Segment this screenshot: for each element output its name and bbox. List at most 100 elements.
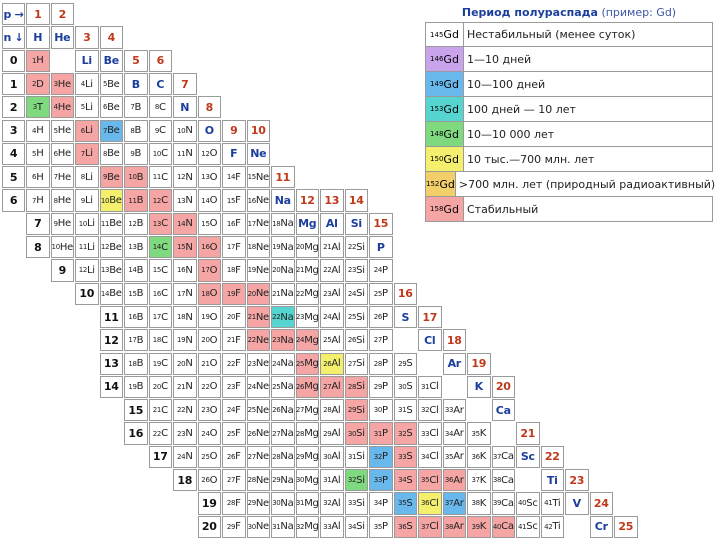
element-symbol: B xyxy=(134,101,142,113)
element-symbol: P xyxy=(382,264,388,276)
isotope-cell: 38 Ca xyxy=(491,469,515,492)
element-symbol: Al xyxy=(331,241,341,253)
element-symbol: B xyxy=(134,125,142,137)
element-symbol: Ar xyxy=(453,521,464,533)
isotope-cell: 24 Na xyxy=(271,352,295,375)
element-symbol: Gd xyxy=(443,28,459,41)
isotope-cell: 15 B xyxy=(124,282,148,305)
isotope-cell: 21 F xyxy=(222,329,246,352)
element-symbol: C xyxy=(161,148,168,160)
element-symbol: K xyxy=(479,428,487,440)
isotope-cell: 27 P xyxy=(369,329,393,352)
isotope-cell: 16 O xyxy=(197,236,221,259)
element-symbol: F xyxy=(235,264,241,276)
element-symbol: Al xyxy=(331,358,341,370)
isotope-cell: 6 Li xyxy=(75,119,99,142)
proton-header: 11 xyxy=(271,166,295,189)
isotope-cell: 32 Mg xyxy=(295,515,319,538)
isotope-cell: 19 F xyxy=(222,282,246,305)
isotope-cell: 37 Ca xyxy=(491,445,515,468)
isotope-cell: 21 Al xyxy=(320,236,344,259)
element-symbol: P xyxy=(382,404,388,416)
isotope-cell: 29 F xyxy=(222,515,246,538)
element-symbol: He xyxy=(57,171,71,183)
legend-title-row: Период полураспада (пример: Gd) xyxy=(425,4,713,22)
element-symbol: Al xyxy=(331,428,341,440)
isotope-cell: 35 Cl xyxy=(418,469,442,492)
neutron-label: 3 xyxy=(2,119,25,142)
element-symbol: Mg xyxy=(304,404,319,416)
element-symbol: O xyxy=(209,171,218,183)
proton-header: 10 xyxy=(246,119,270,142)
element-symbol: Li xyxy=(84,125,93,137)
element-symbol: Ca xyxy=(501,451,514,463)
isotope-cell: 23 F xyxy=(222,375,246,399)
isotope-cell: 28 Si xyxy=(344,375,368,399)
neutron-label: 1 xyxy=(2,72,25,96)
proton-header: 21 xyxy=(516,422,540,445)
element-symbol: H xyxy=(36,55,44,67)
element-symbol: N xyxy=(185,381,193,393)
proton-header: 22 xyxy=(540,445,564,468)
element-symbol: Mg xyxy=(304,428,319,440)
proton-header: 1 xyxy=(26,3,50,26)
isotope-cell: 19 B xyxy=(124,375,148,399)
element-symbol: He xyxy=(57,125,71,137)
element-header: Cr xyxy=(589,515,613,538)
proton-header: 5 xyxy=(124,49,148,72)
legend-swatch: 152 Gd xyxy=(426,172,456,196)
isotope-cell: 26 Al xyxy=(320,352,344,375)
element-symbol: C xyxy=(161,264,168,276)
element-symbol: P xyxy=(382,474,388,486)
isotope-cell: 14 N xyxy=(173,212,197,235)
isotope-cell: 32 Cl xyxy=(418,399,442,422)
proton-header: 16 xyxy=(393,282,417,305)
element-symbol: Si xyxy=(356,428,365,440)
element-symbol: Si xyxy=(356,288,365,300)
element-symbol: B xyxy=(136,171,144,183)
isotope-cell: 40 Sc xyxy=(516,492,540,515)
isotope-cell: 10 Li xyxy=(75,212,99,235)
isotope-cell: 16 Ne xyxy=(246,189,270,212)
element-header: S xyxy=(393,305,417,329)
element-symbol: B xyxy=(136,358,144,370)
isotope-cell: 17 F xyxy=(222,236,246,259)
neutron-label: 14 xyxy=(99,375,123,399)
element-symbol: Gd xyxy=(439,177,455,191)
isotope-cell: 11 N xyxy=(173,142,197,166)
element-symbol: F xyxy=(235,381,241,393)
isotope-cell: 34 Cl xyxy=(418,445,442,468)
isotope-cell: 15 O xyxy=(197,212,221,235)
element-symbol: S xyxy=(406,474,413,486)
element-symbol: Ne xyxy=(255,404,269,416)
legend-item: 153 Gd 100 дней — 10 лет xyxy=(425,97,713,122)
isotope-cell: 25 Al xyxy=(320,329,344,352)
element-symbol: O xyxy=(209,451,218,463)
isotope-cell: 21 O xyxy=(197,352,221,375)
element-symbol: C xyxy=(158,125,166,137)
isotope-cell: 29 Ne xyxy=(246,492,270,515)
legend-label: >700 млн. лет (природный радиоактивный) xyxy=(455,172,716,196)
proton-header: 24 xyxy=(589,492,613,515)
proton-header: 17 xyxy=(418,305,442,329)
element-symbol: F xyxy=(235,521,241,533)
isotope-cell: 10 N xyxy=(173,119,197,142)
element-symbol: F xyxy=(235,311,241,323)
element-symbol: H xyxy=(36,195,44,207)
isotope-cell: 34 Ar xyxy=(442,422,466,445)
isotope-cell: 19 N xyxy=(173,329,197,352)
isotope-cell: 32 Al xyxy=(320,492,344,515)
isotope-cell: 6 Be xyxy=(99,96,123,119)
element-header: V xyxy=(565,492,589,515)
isotope-cell: 7 Be xyxy=(99,119,123,142)
proton-header: 7 xyxy=(173,72,197,96)
isotope-cell: 17 C xyxy=(148,305,172,329)
legend-item: 149 Gd 10—100 дней xyxy=(425,72,713,97)
isotope-cell: 25 Ne xyxy=(246,399,270,422)
element-symbol: P xyxy=(382,381,388,393)
isotope-cell: 33 Al xyxy=(320,515,344,538)
